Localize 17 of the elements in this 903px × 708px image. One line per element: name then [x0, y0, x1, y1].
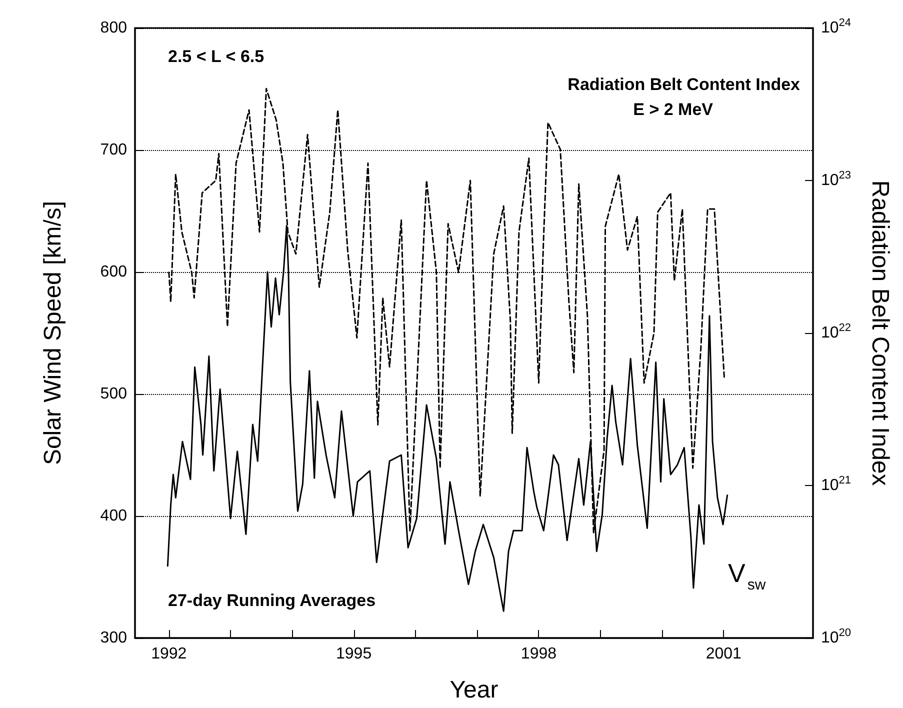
x-tick-label: 1992: [151, 646, 187, 662]
y-tick-label: 600: [100, 264, 128, 280]
x-tick-label: 1995: [336, 646, 372, 662]
y-tick-label: 500: [100, 386, 128, 402]
y-tick-label: 700: [100, 142, 128, 158]
x-tick-label: 1998: [520, 646, 557, 662]
annotation: Radiation Belt Content Index: [568, 75, 801, 94]
y-tick-label: 400: [100, 508, 128, 524]
annotation: 27-day Running Averages: [168, 591, 376, 610]
y-axis-title: Solar Wind Speed [km/s]: [40, 200, 66, 466]
y-tick-label: 800: [100, 20, 128, 36]
annotation: 2.5 < L < 6.5: [168, 47, 264, 66]
x-axis-title: Year: [450, 676, 498, 704]
annotation: E > 2 MeV: [633, 100, 714, 119]
y-tick-label: 300: [100, 630, 128, 646]
y2-axis-title: Radiation Belt Content Index: [866, 180, 894, 486]
x-tick-label: 2001: [706, 646, 742, 662]
